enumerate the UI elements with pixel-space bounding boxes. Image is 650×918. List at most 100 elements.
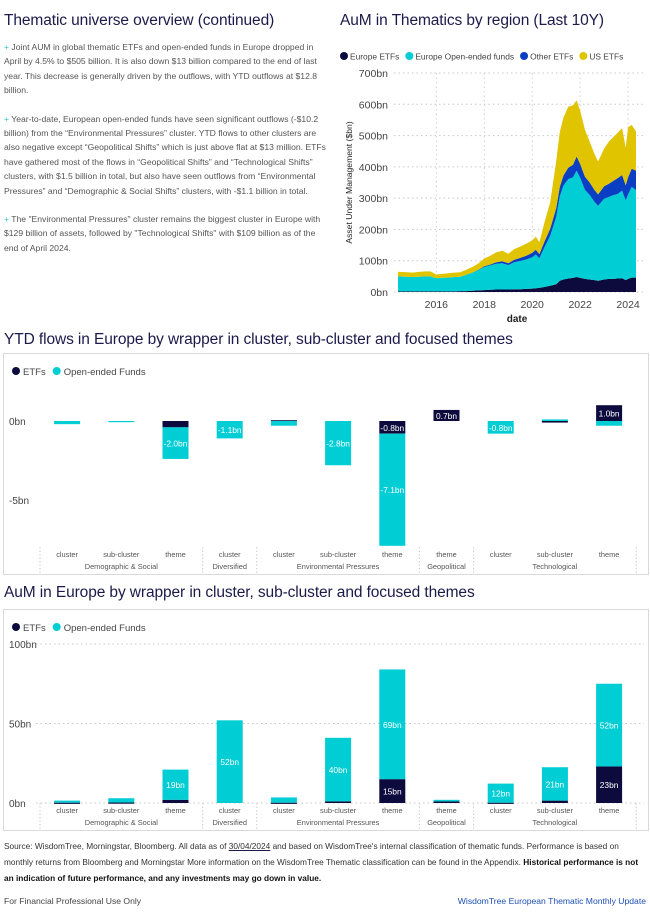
y-tick-label: 500bn [359, 131, 388, 143]
x-tick-label: 2016 [425, 299, 449, 311]
summary-paragraph: + Year-to-date, European open-ended fund… [4, 112, 326, 198]
data-label: 19bn [166, 780, 185, 790]
bar-etfs [54, 802, 81, 804]
legend-label: ETFs [23, 623, 46, 634]
group-label: Demographic & Social [85, 818, 158, 827]
data-label: -7.1bn [380, 485, 404, 495]
bar-etfs [162, 421, 189, 428]
bullet-plus-icon: + [4, 42, 10, 52]
bar-open-ended-funds [54, 421, 81, 425]
legend-swatch-icon [12, 623, 20, 631]
summary-paragraph: + The "Environmental Pressures" cluster … [4, 212, 326, 255]
area-series-europe-open-ended-funds [398, 170, 636, 292]
y-axis-label: Asset Under Management ($bn) [344, 121, 354, 243]
data-label: 15bn [383, 787, 402, 797]
data-label: 52bn [600, 721, 619, 731]
bar-etfs [270, 420, 297, 422]
group-label: Environmental Pressures [297, 818, 380, 827]
legend-label: Europe Open-ended funds [415, 52, 514, 62]
area-series-europe-etfs [398, 277, 636, 292]
data-label: 52bn [220, 757, 239, 767]
aum-europe-chart: ETFs Open-ended Funds 0bn 50bn 100bn 19bn 52bn… [9, 623, 644, 829]
bar-open-ended-funds [541, 419, 568, 421]
bar-open-ended-funds [108, 798, 135, 803]
legend-label: Open-ended Funds [64, 623, 146, 634]
x-axis-label: date [507, 314, 528, 325]
group-label: Geopolitical [427, 562, 466, 571]
y-tick-label: 0bn [9, 799, 26, 810]
category-label: theme [436, 806, 457, 815]
bar-etfs [541, 421, 568, 423]
summary-paragraph: + Joint AUM in global thematic ETFs and … [4, 40, 326, 98]
category-label: theme [165, 806, 186, 815]
data-label: 12bn [491, 789, 510, 799]
ytd-chart-panel: ETFs Open-ended Funds 0bn -5bn -2.0bn -1.1bn -… [3, 353, 649, 575]
legend-label: Open-ended Funds [64, 367, 146, 378]
x-tick-label: 2024 [616, 299, 640, 311]
legend-label: US ETFs [589, 52, 623, 62]
bar-open-ended-funds [379, 669, 406, 780]
category-label: theme [436, 550, 457, 559]
category-label: theme [382, 806, 403, 815]
data-label: 69bn [383, 720, 402, 730]
legend-swatch-icon [12, 367, 20, 375]
bar-etfs [325, 801, 352, 803]
bar-open-ended-funds [216, 720, 243, 803]
group-label: Diversified [212, 818, 247, 827]
bar-etfs [433, 409, 460, 421]
y-tick-label: 100bn [359, 256, 388, 268]
category-label: sub-cluster [320, 550, 357, 559]
bar-open-ended-funds [54, 800, 81, 803]
bar-etfs [162, 799, 189, 803]
paragraph-text: Joint AUM in global thematic ETFs and op… [4, 42, 318, 96]
data-label: 23bn [600, 780, 619, 790]
bar-etfs [379, 779, 406, 803]
area-series-us-etfs [398, 100, 636, 279]
bar-open-ended-funds [325, 421, 352, 466]
category-label: sub-cluster [320, 806, 357, 815]
category-label: cluster [56, 550, 78, 559]
y-tick-label: 200bn [359, 224, 388, 236]
data-label: -2.0bn [164, 439, 188, 449]
bar-etfs [596, 405, 623, 421]
category-label: sub-cluster [103, 550, 140, 559]
category-label: theme [599, 550, 620, 559]
group-label: Diversified [212, 562, 247, 571]
category-label: cluster [219, 806, 241, 815]
y-tick-label: 300bn [359, 193, 388, 205]
bar-open-ended-funds [541, 767, 568, 801]
category-label: cluster [490, 550, 512, 559]
bar-open-ended-funds [270, 421, 297, 426]
category-label: cluster [273, 550, 295, 559]
legend-swatch-icon [340, 52, 348, 60]
x-tick-label: 2020 [521, 299, 545, 311]
bar-open-ended-funds [433, 799, 460, 802]
bar-etfs [541, 800, 568, 803]
performance-disclaimer: Historical performance is not an indicat… [4, 857, 639, 883]
publication-link[interactable]: WisdomTree European Thematic Monthly Upd… [457, 896, 646, 906]
aum-region-chart: Europe ETFs Europe Open-ended funds Other … [340, 52, 644, 325]
data-label: -0.8bn [380, 423, 404, 433]
data-label: 0.7bn [436, 411, 457, 421]
bar-open-ended-funds [108, 421, 135, 423]
source-date: 30/04/2024 [228, 841, 271, 851]
legend-swatch-icon [579, 52, 588, 60]
bar-open-ended-funds [162, 427, 189, 459]
group-label: Environmental Pressures [297, 562, 380, 571]
source-note: Source: WisdomTree, Morningstar, Bloombe… [4, 838, 648, 886]
category-label: sub-cluster [103, 806, 140, 815]
bar-etfs [596, 766, 623, 803]
bar-open-ended-funds [270, 797, 297, 803]
x-tick-label: 2018 [473, 299, 497, 311]
data-label: -0.8bn [489, 423, 513, 433]
bar-open-ended-funds [162, 769, 189, 800]
aum-chart-title: AuM in Europe by wrapper in cluster, sub… [4, 584, 475, 601]
paragraph-text: Year-to-date, European open-ended funds … [4, 113, 326, 196]
y-tick-label: 400bn [359, 162, 388, 174]
category-label: cluster [490, 806, 512, 815]
x-tick-label: 2022 [568, 299, 592, 311]
group-label: Demographic & Social [85, 562, 158, 571]
data-label: -2.8bn [326, 439, 350, 449]
category-label: theme [165, 550, 186, 559]
bullet-plus-icon: + [4, 214, 10, 225]
